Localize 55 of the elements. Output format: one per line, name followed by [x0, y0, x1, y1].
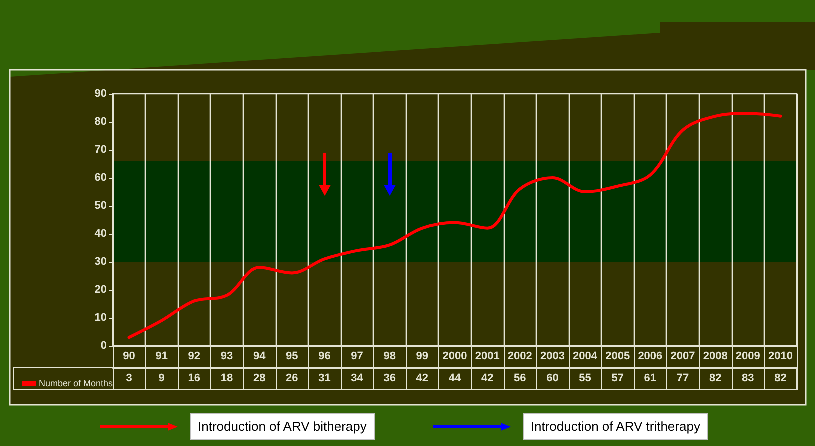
x-tick-label: 96	[318, 350, 331, 362]
x-tick-label: 2010	[768, 350, 793, 362]
y-tick-label: 50	[94, 200, 107, 212]
x-tick-label: 2002	[508, 350, 532, 362]
data-label: 83	[742, 372, 754, 384]
x-tick-label: 92	[188, 350, 201, 362]
x-tick-label: 2008	[703, 350, 728, 362]
data-label: 26	[286, 372, 298, 384]
x-tick-label: 2009	[736, 350, 760, 362]
y-tick-label: 30	[94, 256, 107, 268]
x-tick-label: 93	[220, 350, 234, 362]
data-label: 42	[416, 372, 429, 384]
x-tick-label: 91	[156, 350, 168, 362]
data-label: 55	[579, 372, 592, 384]
data-label: 57	[612, 372, 624, 384]
y-tick-label: 20	[94, 284, 107, 296]
y-tick-label: 70	[94, 144, 107, 156]
x-tick-label: 2000	[442, 350, 468, 362]
x-tick-label: 2007	[670, 350, 696, 362]
x-tick-label: 95	[286, 350, 298, 362]
data-label: 36	[384, 372, 396, 384]
x-tick-label: 2005	[606, 350, 630, 362]
data-label: 56	[514, 372, 526, 384]
x-tick-label: 99	[416, 350, 429, 362]
y-tick-label: 0	[100, 340, 107, 352]
x-tick-label: 2006	[638, 350, 663, 362]
x-tick-label: 98	[384, 350, 396, 362]
legend-label: Introduction of ARV bitherapy	[190, 413, 375, 440]
y-tick-label: 80	[94, 116, 107, 128]
legend-label: Introduction of ARV tritherapy	[522, 413, 708, 440]
data-label: 9	[158, 372, 165, 384]
data-label: 31	[318, 372, 331, 384]
data-label: 60	[546, 372, 559, 384]
data-label: 3	[126, 372, 132, 384]
data-label: 82	[774, 372, 787, 384]
y-tick-label: 40	[94, 228, 107, 240]
data-label: 28	[253, 372, 266, 384]
y-tick-label: 10	[94, 312, 107, 324]
data-label: 18	[220, 372, 234, 384]
data-label: 77	[676, 372, 690, 384]
data-label: 61	[644, 372, 657, 384]
legend-label: Number of Months	[39, 378, 114, 388]
x-tick-label: 2003	[540, 350, 565, 362]
data-label: 34	[351, 372, 364, 384]
x-tick-label: 2004	[573, 350, 598, 362]
y-tick-label: 90	[94, 88, 107, 100]
x-tick-label: 97	[351, 350, 364, 362]
x-tick-label: 2001	[475, 350, 500, 362]
data-label: 82	[709, 372, 722, 384]
data-label: 42	[481, 372, 494, 384]
y-tick-label: 60	[94, 172, 107, 184]
data-label: 16	[188, 372, 201, 384]
data-label: 44	[448, 372, 462, 384]
x-tick-label: 94	[253, 350, 267, 362]
x-tick-label: 90	[123, 350, 136, 362]
